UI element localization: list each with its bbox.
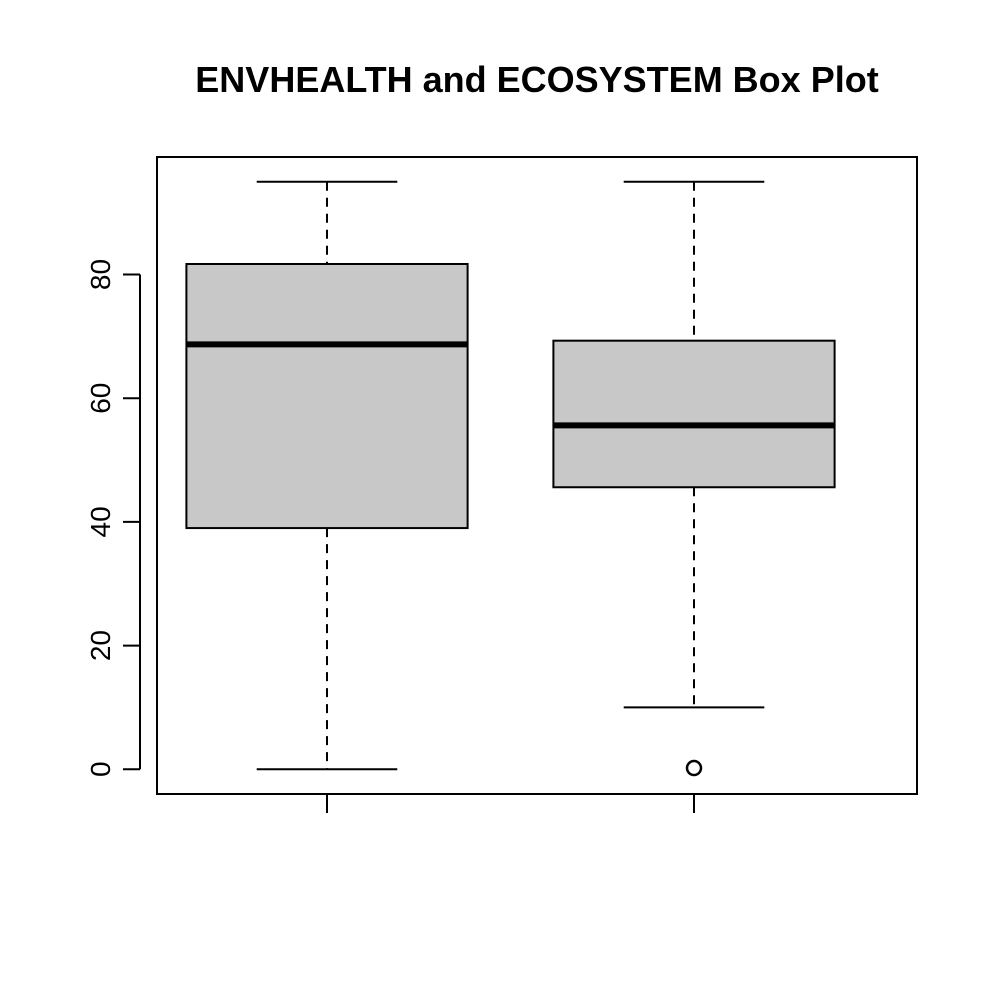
box-group-2 <box>552 180 836 777</box>
y-axis: 0 20 40 60 80 <box>85 259 141 777</box>
y-tick-label-0: 0 <box>85 761 116 777</box>
boxes-layer <box>185 180 836 777</box>
y-tick-label-2: 40 <box>85 506 116 537</box>
y-tick-label-3: 60 <box>85 383 116 414</box>
box-1 <box>185 262 469 530</box>
box-2 <box>552 339 836 489</box>
x-axis <box>326 794 695 813</box>
outlier-point-2-1 <box>685 759 703 777</box>
plot-frame <box>156 156 918 795</box>
chart-title: ENVHEALTH and ECOSYSTEM Box Plot <box>195 59 878 100</box>
y-tick-label-4: 80 <box>85 259 116 290</box>
y-tick-label-1: 20 <box>85 630 116 661</box>
box-group-1 <box>185 180 469 771</box>
